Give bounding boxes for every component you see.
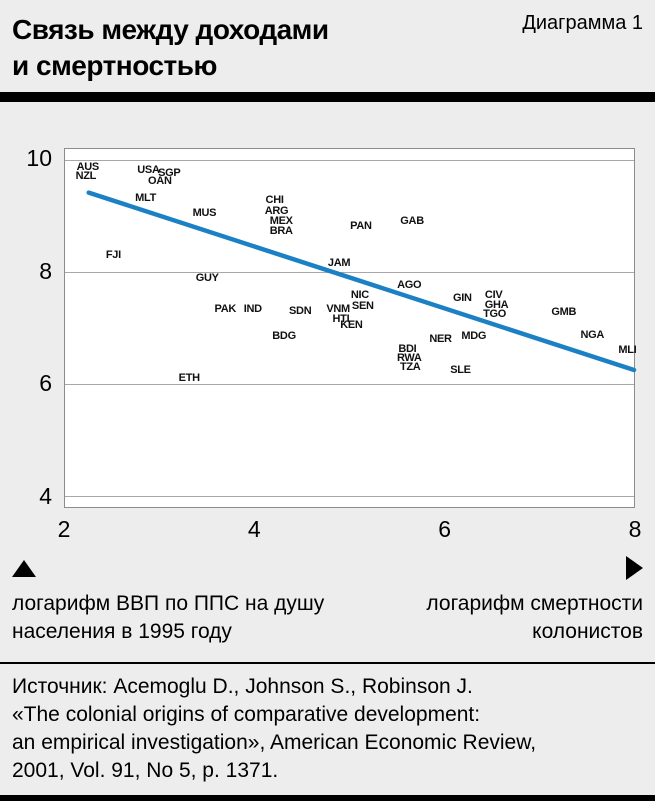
country-label: MLT [135, 191, 157, 204]
source-line2: «The colonial origins of comparative dev… [12, 703, 481, 726]
country-label: NZL [75, 169, 97, 182]
country-label: TZA [399, 360, 421, 373]
country-label: GAB [400, 214, 424, 227]
country-label: NER [429, 333, 452, 346]
country-label: IND [243, 302, 262, 315]
country-label: MDG [461, 329, 487, 342]
country-label: ARG [264, 204, 289, 217]
country-label: SDN [289, 305, 312, 318]
country-label: KEN [340, 319, 363, 332]
divider-bar-top [0, 92, 655, 102]
divider-bar-bottom [0, 795, 655, 801]
country-label: SGP [158, 167, 181, 180]
page-title-line1: Связь между доходами [12, 14, 329, 45]
source-line4: 2001, Vol. 91, No 5, p. 1371. [12, 759, 279, 782]
gridline [65, 383, 634, 385]
x-tick-label: 6 [438, 516, 452, 542]
country-label: NGA [580, 328, 605, 341]
axis-arrows-row [0, 556, 655, 580]
country-label: HTI [332, 313, 350, 326]
country-label: CHI [265, 193, 284, 206]
y-tick-label: 6 [39, 370, 52, 397]
x-tick-label: 4 [247, 516, 261, 542]
x-axis-caption: логарифм смертности колонистов [426, 590, 643, 646]
gridline [65, 160, 634, 162]
x-axis-caption-line1: логарифм смертности [426, 592, 643, 615]
country-label: ETH [178, 371, 200, 384]
y-axis-caption-line2: населения в 1995 году [12, 620, 232, 643]
country-label: GIN [453, 292, 472, 305]
source-line1: Источник: Acemoglu D., Johnson S., Robin… [12, 675, 473, 698]
x-tick-label: 2 [57, 516, 71, 542]
y-tick-label: 8 [39, 257, 52, 284]
country-label: SLE [450, 363, 471, 376]
x-axis-caption-line2: колонистов [532, 620, 643, 643]
country-label: PAK [214, 302, 237, 315]
x-tick-label: 8 [628, 516, 642, 542]
country-label: TGO [483, 308, 507, 321]
scatter-chart: AUS NZL USA SGP OAN MLT MUS CHI ARG MEX BRA PAN GAB F… [0, 102, 655, 552]
source-line3: an empirical investigation», American Ec… [12, 731, 537, 754]
country-label: AUS [76, 160, 100, 173]
country-label: AGO [397, 279, 422, 292]
header: Связь между доходами и смертностью Диагр… [0, 0, 655, 92]
source-citation: Источник: Acemoglu D., Johnson S., Robin… [0, 664, 655, 789]
divider-line [0, 662, 655, 664]
country-label: SEN [351, 300, 374, 313]
y-axis-caption: логарифм ВВП по ППС на душу населения в … [12, 590, 324, 646]
axis-captions: логарифм ВВП по ППС на душу населения в … [0, 590, 655, 646]
country-label: MLI [618, 343, 637, 356]
country-label: GHA [484, 299, 509, 312]
country-label: NIC [350, 288, 369, 301]
country-label: BDG [272, 329, 296, 342]
country-label: BDI [398, 342, 417, 355]
country-label: MUS [192, 206, 217, 219]
country-label: OAN [148, 174, 172, 187]
country-label: GUY [195, 272, 219, 285]
country-label: CIV [484, 288, 503, 301]
y-tick-label: 10 [26, 145, 52, 172]
country-label: FJI [105, 249, 121, 262]
y-axis-caption-line1: логарифм ВВП по ППС на душу [12, 592, 325, 615]
country-label: GMB [551, 306, 577, 319]
country-label: JAM [327, 256, 351, 269]
country-label: RWA [396, 351, 422, 364]
y-axis-arrow-icon [12, 559, 36, 577]
country-label: MEX [269, 214, 293, 227]
y-tick-label: 4 [39, 482, 52, 509]
plot-area: AUS NZL USA SGP OAN MLT MUS CHI ARG MEX BRA PAN GAB F… [64, 148, 637, 508]
gridline [65, 272, 634, 274]
page-title: Связь между доходами и смертностью [12, 12, 641, 84]
page-title-line2: и смертностью [12, 50, 217, 81]
country-label: BRA [269, 224, 293, 237]
country-label: USA [137, 163, 160, 176]
x-axis-arrow-icon [626, 556, 643, 580]
trend-line [86, 190, 637, 373]
diagram-number: Диаграмма 1 [522, 12, 643, 34]
country-label: PAN [350, 219, 372, 232]
gridline [65, 495, 634, 497]
country-label: VNM [326, 302, 350, 315]
